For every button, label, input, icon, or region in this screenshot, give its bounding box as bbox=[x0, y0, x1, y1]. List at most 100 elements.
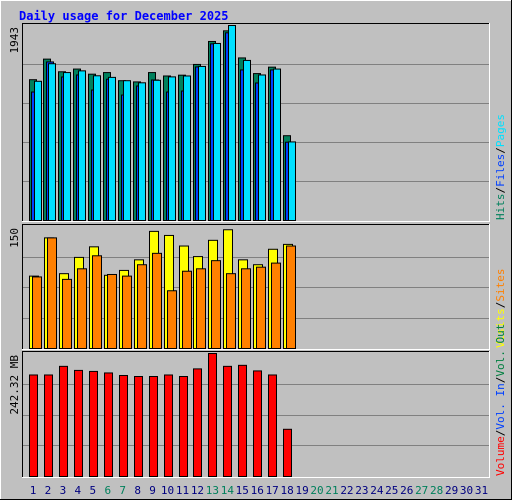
bar-volume-day-9 bbox=[149, 376, 158, 477]
bar-pages-day-5 bbox=[93, 75, 101, 222]
bar-pages-day-18 bbox=[288, 141, 296, 221]
bar-sites-day-10 bbox=[167, 290, 177, 349]
x-tick-label-day-9: 9 bbox=[149, 484, 156, 497]
bar-volume-day-7 bbox=[119, 374, 128, 478]
bar-pages-day-3 bbox=[63, 72, 71, 221]
legend: Hits/Files/Pages bbox=[494, 114, 507, 220]
legend-separator: / bbox=[494, 147, 507, 154]
bar-sites-day-16 bbox=[256, 266, 266, 349]
legend-entry-hits: Hits bbox=[494, 194, 507, 221]
bar-volume-day-14 bbox=[223, 365, 232, 477]
x-tick-label-day-14: 14 bbox=[221, 484, 235, 497]
bar-sites-day-12 bbox=[196, 268, 206, 349]
legend: Volume/Vol. In/Vol. Out bbox=[494, 324, 507, 476]
bar-pages-day-7 bbox=[123, 80, 131, 221]
y-axis-max-label: 150 bbox=[8, 228, 21, 248]
bar-sites-day-5 bbox=[92, 255, 102, 349]
legend-entry-vol-in: Vol. In bbox=[494, 383, 507, 429]
x-tick-label-day-17: 17 bbox=[266, 484, 279, 497]
bar-pages-day-12 bbox=[198, 65, 206, 221]
bar-volume-day-1 bbox=[29, 374, 38, 478]
legend-entry-volume: Volume bbox=[494, 436, 507, 476]
x-tick-label-day-30: 30 bbox=[460, 484, 473, 497]
x-tick-label-day-2: 2 bbox=[45, 484, 52, 497]
legend-entry-visits: Visits bbox=[494, 308, 507, 348]
bar-sites-day-4 bbox=[77, 268, 87, 349]
legend-entry-sites: Sites bbox=[494, 269, 507, 302]
bar-volume-day-5 bbox=[89, 370, 98, 477]
bar-sites-day-6 bbox=[107, 273, 117, 349]
x-tick-label-day-7: 7 bbox=[119, 484, 126, 497]
bar-volume-day-2 bbox=[44, 374, 53, 478]
legend-entry-files: Files bbox=[494, 154, 507, 187]
x-tick-label-day-19: 19 bbox=[295, 484, 308, 497]
bar-pages-day-11 bbox=[183, 75, 191, 221]
x-tick-label-day-15: 15 bbox=[236, 484, 249, 497]
x-tick-label-day-12: 12 bbox=[191, 484, 204, 497]
bar-volume-day-13 bbox=[208, 353, 217, 477]
bar-sites-day-11 bbox=[182, 270, 192, 350]
x-tick-label-day-28: 28 bbox=[430, 484, 443, 497]
legend-separator: / bbox=[494, 377, 507, 384]
bar-pages-day-9 bbox=[153, 79, 161, 221]
bar-pages-day-1 bbox=[34, 80, 42, 221]
bar-pages-day-4 bbox=[78, 70, 86, 221]
bar-volume-day-3 bbox=[59, 365, 68, 477]
chart-panels: 1943Hits/Files/Pages150Visits/Sites242.3… bbox=[8, 23, 507, 478]
bar-sites-day-8 bbox=[137, 264, 147, 349]
y-axis-max-label: 1943 bbox=[8, 27, 21, 54]
bar-volume-day-12 bbox=[193, 368, 202, 477]
bar-pages-day-6 bbox=[108, 76, 116, 221]
x-tick-label-day-16: 16 bbox=[251, 484, 264, 497]
bar-sites-day-13 bbox=[211, 260, 221, 349]
x-tick-label-day-22: 22 bbox=[340, 484, 353, 497]
x-tick-label-day-6: 6 bbox=[104, 484, 111, 497]
bar-sites-day-1 bbox=[32, 276, 42, 349]
x-tick-label-day-23: 23 bbox=[355, 484, 368, 497]
bar-sites-day-9 bbox=[152, 252, 162, 349]
legend-separator: / bbox=[494, 187, 507, 194]
y-axis-max-label: 242.32 MB bbox=[8, 355, 21, 415]
bar-pages-day-10 bbox=[168, 76, 176, 221]
bar-pages-day-17 bbox=[273, 68, 281, 222]
x-tick-label-day-5: 5 bbox=[89, 484, 96, 497]
legend-separator: / bbox=[494, 302, 507, 309]
bar-sites-day-7 bbox=[122, 275, 132, 350]
x-tick-label-day-29: 29 bbox=[445, 484, 458, 497]
bar-sites-day-2 bbox=[47, 237, 57, 350]
x-tick-label-day-25: 25 bbox=[385, 484, 398, 497]
x-tick-label-day-31: 31 bbox=[475, 484, 488, 497]
x-tick-label-day-18: 18 bbox=[281, 484, 294, 497]
bar-pages-day-16 bbox=[258, 74, 266, 221]
bar-volume-day-15 bbox=[238, 364, 247, 477]
bar-volume-day-6 bbox=[104, 372, 113, 478]
panel-volume: 242.32 MB Volume/Vol. In/Vol. Out bbox=[8, 324, 507, 478]
legend-separator: / bbox=[494, 430, 507, 437]
x-axis-labels: 1 2 3 4 5 6 7 8 9 10 11 12 13 14 15 16 17 18 19 20 21 22 23 24 2… bbox=[30, 484, 488, 497]
x-tick-label-day-10: 10 bbox=[161, 484, 174, 497]
legend: Visits/Sites bbox=[494, 269, 507, 349]
x-tick-label-day-3: 3 bbox=[60, 484, 67, 497]
bar-pages-day-2 bbox=[48, 63, 56, 222]
x-tick-label-day-1: 1 bbox=[30, 484, 37, 497]
x-tick-label-day-13: 13 bbox=[206, 484, 219, 497]
x-tick-label-day-11: 11 bbox=[176, 484, 189, 497]
x-tick-label-day-4: 4 bbox=[75, 484, 82, 497]
bar-sites-day-14 bbox=[226, 273, 236, 350]
bar-pages-day-14 bbox=[228, 25, 236, 221]
legend-entry-pages: Pages bbox=[494, 114, 507, 147]
x-tick-label-day-8: 8 bbox=[134, 484, 141, 497]
x-tick-label-day-21: 21 bbox=[325, 484, 338, 497]
bar-volume-day-16 bbox=[253, 370, 262, 477]
bar-sites-day-17 bbox=[271, 262, 281, 350]
bar-sites-day-15 bbox=[241, 268, 251, 349]
x-tick-label-day-24: 24 bbox=[370, 484, 384, 497]
bar-volume-day-11 bbox=[179, 376, 188, 477]
bar-sites-day-18 bbox=[286, 245, 296, 350]
bar-sites-day-3 bbox=[62, 278, 72, 349]
bar-volume-day-8 bbox=[134, 376, 143, 477]
bar-volume-day-18 bbox=[283, 428, 292, 477]
